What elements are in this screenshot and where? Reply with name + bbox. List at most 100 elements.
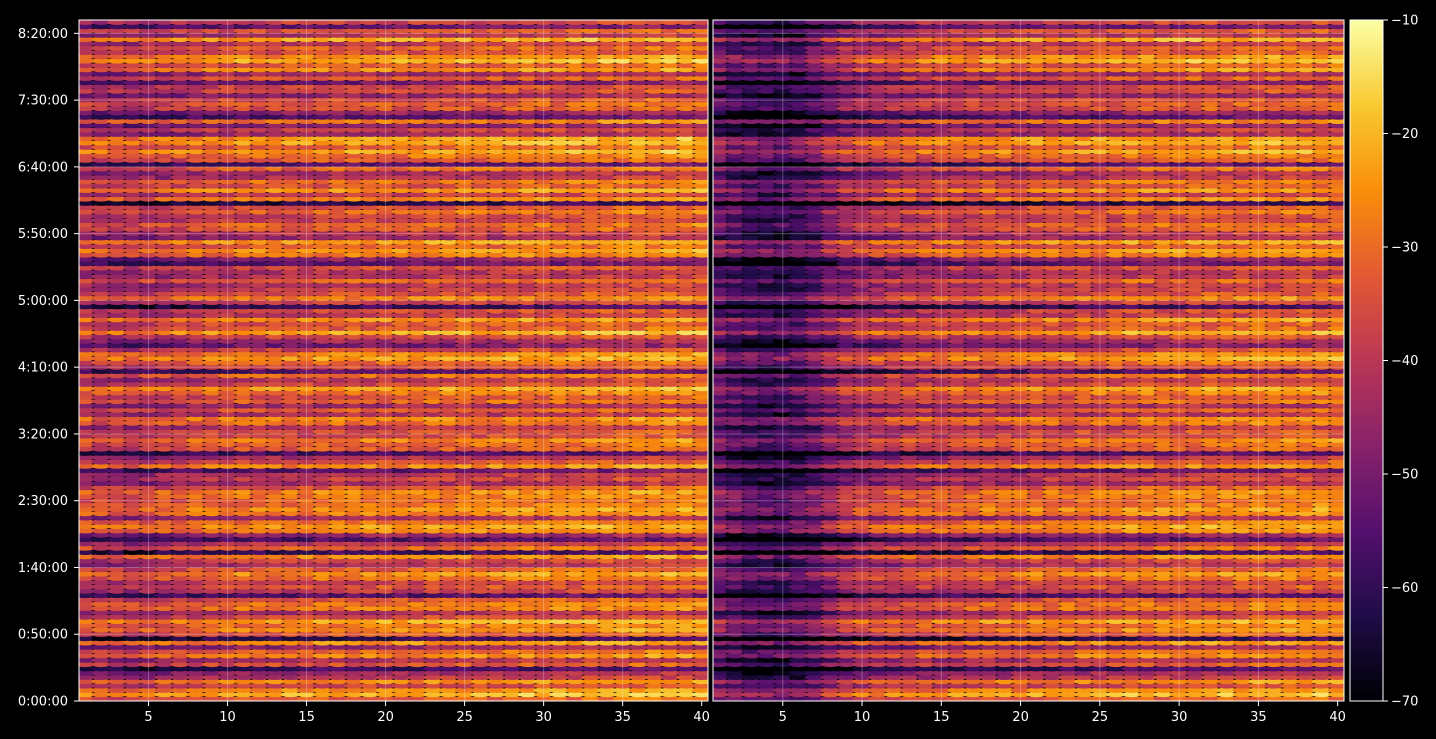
- heatmap-cell: [375, 463, 396, 469]
- heatmap-cell: [186, 403, 206, 409]
- heatmap-cell: [439, 558, 459, 564]
- heatmap-cell: [375, 411, 396, 418]
- heatmap-cell: [470, 467, 491, 474]
- heatmap-cell: [79, 420, 96, 426]
- heatmap-cell: [533, 420, 554, 426]
- heatmap-cell: [265, 597, 285, 603]
- heatmap-cell: [107, 385, 127, 392]
- heatmap-cell: [265, 407, 285, 413]
- heatmap-cell: [360, 472, 380, 478]
- heatmap-cell: [407, 463, 428, 469]
- heatmap-cell: [565, 532, 585, 538]
- heatmap-cell: [375, 303, 396, 310]
- heatmap-cell: [391, 342, 412, 349]
- heatmap-cell: [122, 489, 143, 495]
- heatmap-cell: [202, 506, 222, 512]
- heatmap-cell: [502, 329, 522, 336]
- heatmap-cell: [691, 450, 708, 456]
- heatmap-cell: [454, 480, 475, 486]
- heatmap-cell: [186, 657, 206, 663]
- heatmap-cell: [344, 635, 364, 642]
- heatmap-cell: [296, 463, 317, 469]
- heatmap-cell: [486, 562, 507, 568]
- heatmap-cell: [581, 428, 601, 435]
- heatmap-cell: [502, 597, 522, 603]
- heatmap-cell: [328, 575, 349, 581]
- heatmap-cell: [265, 502, 285, 508]
- heatmap-cell: [439, 618, 459, 624]
- heatmap-cell: [154, 325, 175, 331]
- heatmap-cell: [79, 635, 96, 642]
- heatmap-cell: [281, 666, 301, 672]
- heatmap-cell: [565, 635, 585, 642]
- heatmap-cell: [360, 670, 380, 676]
- heatmap-cell: [107, 351, 127, 357]
- heatmap-cell: [644, 416, 665, 422]
- heatmap-cell: [612, 476, 633, 482]
- heatmap-cell: [660, 696, 680, 701]
- heatmap-cell: [391, 510, 412, 517]
- heatmap-cell: [612, 316, 633, 323]
- heatmap-cell: [154, 532, 175, 538]
- heatmap-cell: [533, 459, 554, 465]
- heatmap-cell: [170, 385, 190, 392]
- heatmap-cell: [202, 416, 222, 422]
- heatmap-cell: [612, 635, 633, 642]
- heatmap-cell: [391, 502, 412, 508]
- heatmap-cell: [122, 592, 143, 599]
- heatmap-cell: [265, 584, 285, 590]
- heatmap-cell: [407, 390, 428, 396]
- heatmap-cell: [391, 338, 412, 344]
- heatmap-cell: [391, 575, 412, 581]
- heatmap-cell: [138, 644, 159, 650]
- heatmap-cell: [549, 609, 570, 616]
- heatmap-cell: [454, 541, 475, 547]
- heatmap-cell: [502, 502, 522, 508]
- heatmap-cell: [170, 536, 190, 543]
- heatmap-cell: [581, 467, 601, 474]
- heatmap-cell: [454, 523, 475, 530]
- heatmap-cell: [296, 553, 317, 560]
- heatmap-cell: [454, 696, 475, 701]
- heatmap-cell: [233, 618, 254, 624]
- heatmap-cell: [660, 493, 680, 499]
- heatmap-cell: [597, 661, 617, 668]
- heatmap-cell: [138, 502, 159, 508]
- heatmap-cell: [454, 553, 475, 560]
- heatmap-cell: [217, 683, 238, 689]
- heatmap-cell: [217, 497, 238, 504]
- heatmap-cell: [344, 588, 364, 594]
- heatmap-cell: [581, 385, 601, 392]
- heatmap-cell: [549, 545, 570, 551]
- heatmap-cell: [202, 308, 222, 314]
- heatmap-cell: [439, 398, 459, 405]
- heatmap-cell: [612, 372, 633, 379]
- heatmap-cell: [312, 476, 333, 482]
- heatmap-cell: [154, 299, 175, 305]
- heatmap-cell: [391, 506, 412, 512]
- heatmap-cell: [470, 433, 491, 439]
- heatmap-cell: [107, 648, 127, 655]
- heatmap-cell: [597, 584, 617, 590]
- heatmap-cell: [612, 312, 633, 318]
- heatmap-cell: [186, 450, 206, 456]
- heatmap-cell: [344, 381, 364, 387]
- heatmap-cell: [328, 351, 349, 357]
- heatmap-cell: [107, 627, 127, 633]
- heatmap-cell: [628, 553, 649, 560]
- heatmap-cell: [107, 489, 127, 495]
- heatmap-cell: [91, 424, 111, 430]
- heatmap-cell: [407, 493, 428, 499]
- heatmap-cell: [486, 579, 507, 586]
- heatmap-cell: [644, 571, 665, 577]
- heatmap-cell: [233, 536, 254, 543]
- heatmap-cell: [122, 347, 143, 353]
- heatmap-cell: [186, 347, 206, 353]
- heatmap-cell: [296, 364, 317, 370]
- heatmap-cell: [328, 614, 349, 620]
- heatmap-cell: [676, 696, 696, 701]
- heatmap-cell: [375, 390, 396, 396]
- heatmap-cell: [265, 640, 285, 646]
- heatmap-cell: [344, 390, 364, 396]
- heatmap-cell: [360, 687, 380, 693]
